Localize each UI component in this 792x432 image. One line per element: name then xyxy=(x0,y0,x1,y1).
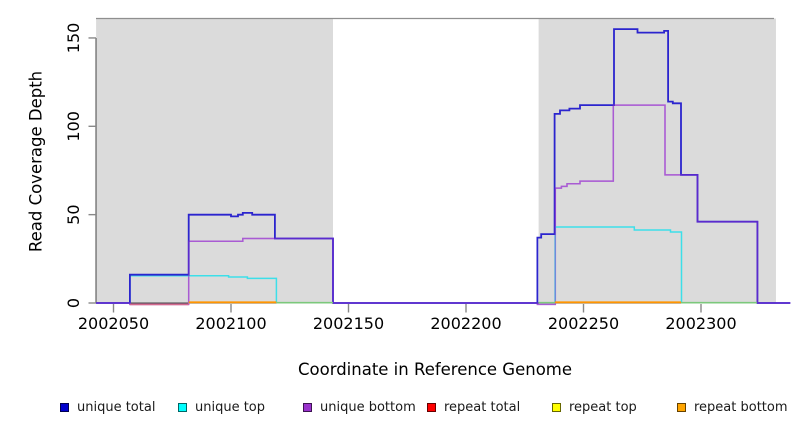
x-tick-label: 2002150 xyxy=(313,314,384,333)
legend-item-unique-bottom: unique bottom xyxy=(303,396,416,418)
unique-top-swatch-icon xyxy=(178,402,187,412)
legend-item-unique-total: unique total xyxy=(60,396,155,418)
legend-label: unique top xyxy=(195,399,266,415)
legend-item-repeat-top: repeat top xyxy=(552,396,637,418)
unique-total-swatch-icon xyxy=(60,402,69,412)
y-tick-label: 100 xyxy=(64,111,83,142)
legend-label: repeat top xyxy=(569,399,637,415)
unique-top-line xyxy=(554,226,683,303)
unique-top-line xyxy=(129,275,278,303)
y-tick-label: 150 xyxy=(64,23,83,54)
y-axis-label: Read Coverage Depth xyxy=(26,70,46,253)
legend-item-repeat-bottom: repeat bottom xyxy=(677,396,788,418)
y-tick-label: 0 xyxy=(64,298,83,308)
y-axis-ticks: 0 50 100 150 xyxy=(64,23,96,308)
unique-bottom-overlay xyxy=(96,104,791,306)
repeat-total-swatch-icon xyxy=(427,402,436,412)
x-axis-label: Coordinate in Reference Genome xyxy=(297,360,573,379)
legend-label: unique bottom xyxy=(320,399,416,415)
x-tick-label: 2002300 xyxy=(665,314,736,333)
x-axis-ticks: 2002050 2002100 2002150 2002200 2002250 20023… xyxy=(78,304,737,333)
unique-bottom-swatch-icon xyxy=(303,402,312,412)
legend-label: repeat total xyxy=(444,399,521,415)
repeat-bottom-swatch-icon xyxy=(677,402,686,412)
x-tick-label: 2002050 xyxy=(78,314,149,333)
legend-label: repeat bottom xyxy=(694,399,788,415)
repeat-top-swatch-icon xyxy=(552,402,561,412)
legend-item-repeat-total: repeat total xyxy=(427,396,520,418)
unique-total-line xyxy=(96,28,791,304)
legend-label: unique total xyxy=(77,399,156,415)
x-tick-label: 2002200 xyxy=(430,314,501,333)
shaded-region-1 xyxy=(96,18,333,304)
x-tick-label: 2002100 xyxy=(195,314,266,333)
shaded-region-2 xyxy=(538,18,776,304)
legend-item-unique-top: unique top xyxy=(178,396,265,418)
legend: unique total unique top unique bottom repea… xyxy=(0,396,792,420)
x-tick-label: 2002250 xyxy=(548,314,619,333)
y-tick-label: 50 xyxy=(64,204,83,224)
